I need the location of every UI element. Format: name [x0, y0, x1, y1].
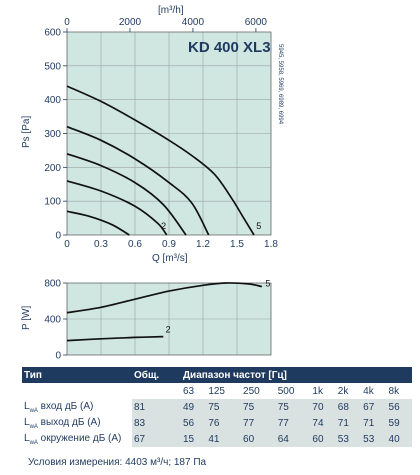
- freq-cell: 250: [243, 385, 260, 397]
- x-axis-label: Q [m³/s]: [152, 253, 188, 264]
- freq-cell: 125: [208, 385, 225, 397]
- freq-cell: 2k: [337, 385, 349, 397]
- table-row: LwA окружение дБ (А) 67 15 41 60 64 60 5…: [22, 431, 412, 447]
- model-label: KD 400 XL3: [188, 39, 271, 56]
- value-cell: 53: [335, 431, 362, 447]
- table-row: LwA вход дБ (А) 81 49 75 75 75 70 68 67 …: [22, 399, 412, 415]
- value-cell: 56: [386, 399, 412, 415]
- pressure-curve-5: [66, 210, 130, 236]
- curve-label: 5: [256, 221, 261, 231]
- y-tick-label: 0: [55, 231, 61, 242]
- total-cell: 81: [132, 399, 181, 415]
- value-cell: 67: [361, 399, 387, 415]
- measurement-conditions: Условия измерения: 4403 м³/ч; 187 Па: [28, 457, 207, 468]
- frequency-row: 63 125 250 500 1k 2k 4k 8k: [22, 383, 412, 399]
- value-cell: 71: [335, 415, 362, 431]
- x-tick-label: 0.6: [128, 239, 142, 250]
- value-cell: 76: [206, 415, 242, 431]
- top-tick-label: 0: [64, 17, 70, 28]
- pressure-curve-3: [66, 152, 187, 236]
- total-cell: 67: [132, 431, 181, 447]
- x-tick-label: 1.5: [230, 239, 244, 250]
- table-row: LwA выход дБ (А) 83 56 76 77 77 74 71 71…: [22, 415, 412, 431]
- top-axis-label: [m³/h]: [158, 5, 184, 16]
- power-curve-2: [66, 335, 164, 342]
- power-y-tick-label: 400: [44, 315, 61, 326]
- value-cell: 71: [361, 415, 387, 431]
- value-cell: 53: [361, 431, 387, 447]
- power-curve-1: [66, 282, 263, 314]
- value-cell: 15: [180, 431, 207, 447]
- value-cell: 49: [180, 399, 207, 415]
- value-cell: 77: [275, 415, 311, 431]
- y-tick-label: 600: [44, 28, 61, 39]
- x-tick-label: 1.2: [196, 239, 210, 250]
- y-tick-label: 500: [44, 61, 61, 72]
- side-code-label: 5945, 5958, 5969, 6989, 6994: [277, 44, 283, 125]
- power-curve-label: 5: [265, 279, 270, 289]
- value-cell: 60: [310, 431, 336, 447]
- header-type: Тип: [22, 367, 132, 383]
- x-tick-label: 0.9: [162, 239, 176, 250]
- main-grid: [66, 31, 272, 236]
- value-cell: 40: [386, 431, 412, 447]
- power-series: 52: [66, 279, 270, 342]
- freq-cell: 500: [277, 385, 295, 397]
- value-cell: 60: [241, 431, 276, 447]
- row-label: LwA выход дБ (А): [24, 416, 101, 430]
- value-cell: 68: [335, 399, 362, 415]
- power-ticks: 0 400 800: [44, 279, 67, 362]
- freq-cell: 4k: [363, 385, 374, 397]
- power-y-tick-label: 800: [44, 279, 61, 290]
- x-tick-label: 1.8: [264, 239, 278, 250]
- x-tick-label: 0.3: [94, 239, 108, 250]
- row-label: LwA окружение дБ (А): [24, 432, 122, 446]
- total-cell: 83: [132, 415, 181, 431]
- header-total: Общ.: [132, 367, 181, 383]
- value-cell: 41: [206, 431, 242, 447]
- top-tick-label: 6000: [245, 17, 268, 28]
- power-y-tick-label: 0: [55, 351, 61, 362]
- value-cell: 64: [275, 431, 311, 447]
- y-tick-label: 400: [44, 95, 61, 106]
- power-curve-label: 2: [166, 325, 171, 335]
- value-cell: 75: [275, 399, 311, 415]
- pressure-curve-4: [66, 180, 168, 236]
- value-cell: 70: [310, 399, 336, 415]
- header-range: Диапазон частот [Гц]: [180, 367, 412, 383]
- value-cell: 56: [180, 415, 207, 431]
- pressure-curve-1: [66, 85, 255, 236]
- value-cell: 74: [310, 415, 336, 431]
- pressure-curve-2: [66, 125, 210, 236]
- curve-label: 2: [161, 221, 166, 231]
- y-tick-label: 300: [44, 129, 61, 140]
- freq-cell: 8k: [388, 385, 400, 397]
- y-tick-label: 200: [44, 163, 61, 174]
- top-tick-label: 4000: [182, 17, 205, 28]
- table-header-row: Тип Общ. Диапазон частот [Гц]: [22, 367, 412, 383]
- row-label: LwA вход дБ (А): [24, 400, 94, 414]
- y-tick-label: 100: [44, 197, 61, 208]
- value-cell: 77: [241, 415, 276, 431]
- value-cell: 75: [241, 399, 276, 415]
- freq-cell: 63: [182, 385, 195, 397]
- value-cell: 59: [386, 415, 412, 431]
- value-cell: 75: [206, 399, 242, 415]
- power-y-axis-label: P [W]: [21, 306, 32, 330]
- y-axis-label: Ps [Pa]: [21, 116, 32, 148]
- noise-table: Тип Общ. Диапазон частот [Гц] 63 125 250…: [22, 367, 412, 447]
- x-tick-label: 0: [64, 239, 70, 250]
- top-tick-label: 2000: [119, 17, 142, 28]
- freq-cell: 1k: [312, 385, 323, 397]
